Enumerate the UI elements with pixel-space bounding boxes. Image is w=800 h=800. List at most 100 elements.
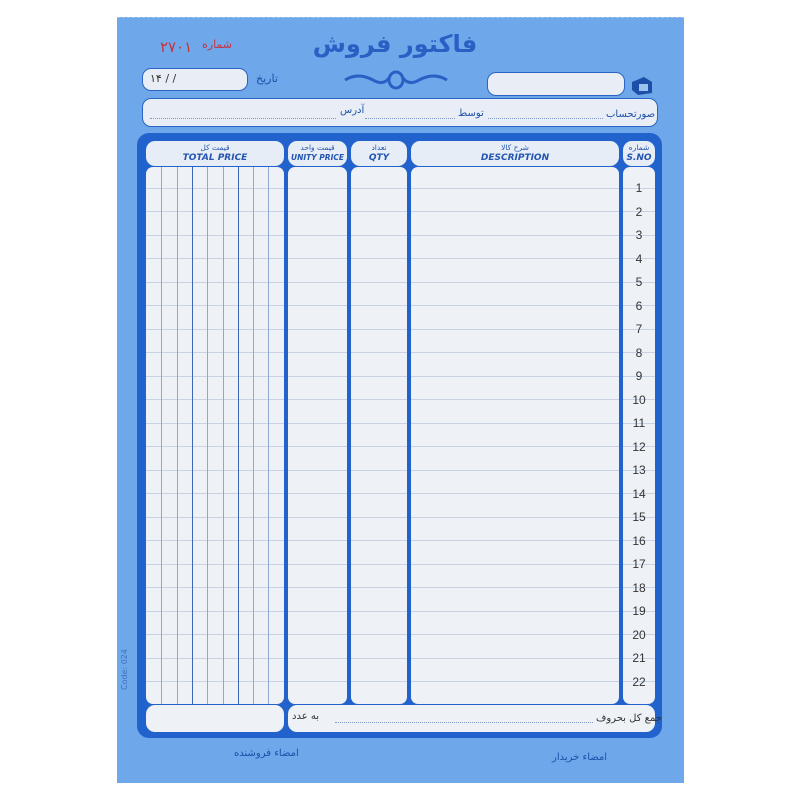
- buyer-signature-label: امضاء خریدار: [552, 752, 608, 763]
- account-label: صورتحساب: [606, 109, 656, 120]
- row-line: [623, 305, 655, 306]
- by-label: توسط: [458, 108, 484, 119]
- row-line: [351, 399, 407, 400]
- row-line: [411, 375, 619, 377]
- row-line: [623, 681, 655, 682]
- row-line: [351, 446, 407, 447]
- row-number: 19: [632, 604, 646, 618]
- row-number: 4: [635, 251, 643, 266]
- row-line: [351, 258, 407, 259]
- column-sno: 1 2 3 4 5 6 7 8 9 10 11 12 13 14 15 16 17 18 19 20 21 22: [623, 167, 655, 704]
- row-line: [623, 281, 655, 283]
- row-line: [411, 493, 619, 494]
- row-line: [411, 634, 619, 635]
- row-line: [411, 587, 619, 588]
- row-line: [623, 469, 655, 471]
- row-number: 9: [635, 369, 643, 383]
- row-line: [351, 375, 407, 377]
- date-field[interactable]: [142, 68, 248, 91]
- row-line: [146, 610, 284, 612]
- column-total-price[interactable]: [146, 167, 284, 704]
- row-line: [623, 493, 655, 494]
- row-line: [411, 516, 619, 518]
- row-number: 20: [632, 627, 646, 642]
- row-line: [288, 305, 347, 306]
- row-line: [351, 352, 407, 353]
- row-line: [351, 305, 407, 306]
- row-line: [146, 446, 284, 447]
- column-description[interactable]: [411, 167, 619, 704]
- row-line: [146, 352, 284, 353]
- row-line: [288, 469, 347, 471]
- row-line: [146, 587, 284, 588]
- row-line: [623, 657, 655, 659]
- row-line: [351, 469, 407, 471]
- row-line: [411, 352, 619, 353]
- header-qty: تعداد QTY: [351, 141, 407, 166]
- row-line: [351, 516, 407, 518]
- form-code: Code: 024: [120, 649, 129, 690]
- row-line: [411, 258, 619, 259]
- row-line: [351, 540, 407, 541]
- row-line: [288, 563, 347, 565]
- row-line: [146, 281, 284, 283]
- row-line: [288, 540, 347, 541]
- phone-field[interactable]: [487, 72, 625, 96]
- row-line: [351, 634, 407, 635]
- row-number: 16: [632, 533, 646, 548]
- seller-signature-label: امضاء فروشنده: [234, 748, 299, 759]
- row-line: [288, 211, 347, 212]
- row-line: [288, 281, 347, 283]
- row-line: [146, 657, 284, 659]
- row-line: [146, 187, 284, 189]
- row-number: 11: [632, 416, 646, 430]
- row-number: 14: [632, 486, 646, 501]
- invoice-title: فاکتور فروش: [312, 30, 478, 58]
- column-unit-price[interactable]: [288, 167, 347, 704]
- row-line: [623, 422, 655, 424]
- row-line: [411, 681, 619, 682]
- row-line: [411, 446, 619, 447]
- row-line: [146, 399, 284, 400]
- ornament-icon: [344, 70, 448, 90]
- row-line: [288, 657, 347, 659]
- row-line: [146, 234, 284, 236]
- row-line: [623, 587, 655, 588]
- row-line: [146, 681, 284, 682]
- row-line: [411, 469, 619, 471]
- digit-divider: [176, 167, 178, 704]
- telephone-icon: [632, 77, 652, 95]
- row-line: [351, 610, 407, 612]
- row-number: 2: [635, 204, 643, 219]
- row-line: [288, 422, 347, 424]
- row-line: [351, 587, 407, 588]
- row-line: [146, 328, 284, 330]
- row-line: [146, 634, 284, 635]
- row-line: [288, 187, 347, 189]
- row-line: [288, 352, 347, 353]
- serial-number: ۲۷۰۱: [160, 38, 193, 56]
- row-line: [146, 375, 284, 377]
- row-line: [351, 328, 407, 330]
- row-line: [288, 446, 347, 447]
- row-line: [623, 375, 655, 377]
- row-number: 17: [632, 557, 646, 571]
- row-line: [411, 281, 619, 283]
- row-line: [623, 610, 655, 612]
- row-line: [623, 352, 655, 353]
- column-qty[interactable]: [351, 167, 407, 704]
- address-bar: [142, 98, 658, 127]
- row-line: [623, 446, 655, 447]
- row-line: [623, 211, 655, 212]
- total-words-field[interactable]: [288, 705, 655, 732]
- row-line: [288, 234, 347, 236]
- row-line: [288, 681, 347, 682]
- total-amount-field[interactable]: [146, 705, 284, 732]
- row-line: [288, 516, 347, 518]
- row-number: 22: [632, 674, 646, 689]
- date-value: ۱۴ / /: [150, 72, 177, 85]
- row-number: 13: [632, 463, 646, 477]
- row-line: [623, 328, 655, 330]
- row-line: [146, 469, 284, 471]
- row-line: [351, 187, 407, 189]
